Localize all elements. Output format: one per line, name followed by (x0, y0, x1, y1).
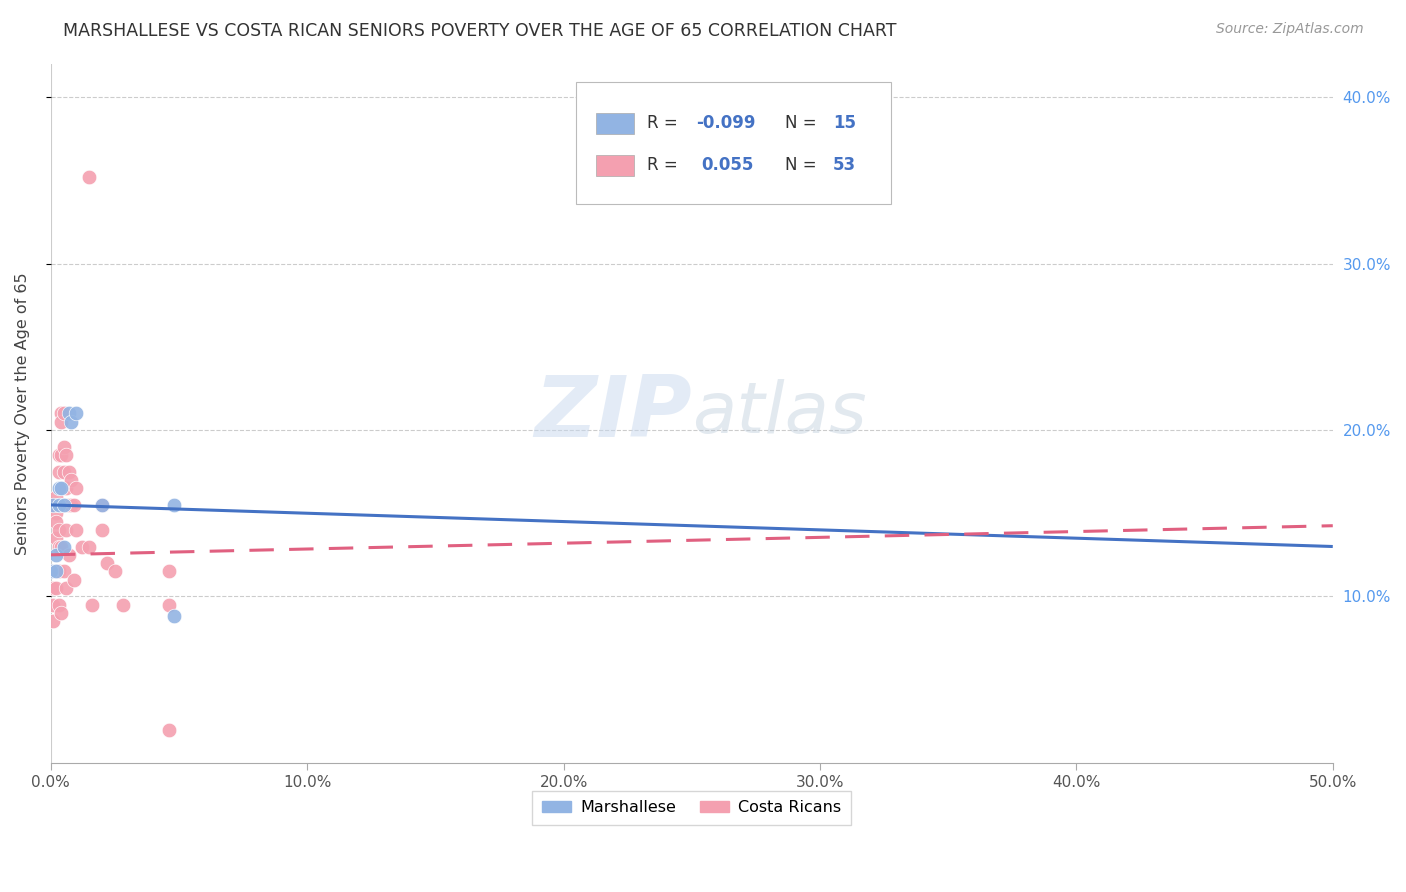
Point (48, 498, 70, 512)
Point (55, 448, 77, 462)
Point (42, 598, 65, 612)
Point (157, 723, 180, 737)
Point (91, 498, 114, 512)
Point (49, 415, 72, 429)
FancyBboxPatch shape (576, 81, 890, 203)
Text: R =: R = (647, 114, 683, 132)
Point (48, 523, 70, 537)
Point (163, 498, 186, 512)
Point (52, 498, 75, 512)
Point (60, 473, 83, 487)
Point (48, 540, 70, 554)
Point (58, 465, 80, 479)
Point (91, 523, 114, 537)
Point (91, 498, 114, 512)
Point (45, 548, 67, 562)
Point (52, 406, 75, 420)
Point (45, 565, 67, 579)
Text: 15: 15 (832, 114, 856, 132)
Text: R =: R = (647, 156, 683, 174)
Point (48, 598, 70, 612)
Point (48, 565, 70, 579)
Point (45, 490, 67, 504)
Point (42, 615, 65, 629)
Point (60, 415, 83, 429)
Point (45, 531, 67, 545)
Point (49, 448, 72, 462)
Point (52, 465, 75, 479)
Point (42, 498, 65, 512)
Point (80, 598, 103, 612)
Point (45, 515, 67, 529)
Point (65, 523, 87, 537)
Point (79, 540, 101, 554)
Text: MARSHALLESE VS COSTA RICAN SENIORS POVERTY OVER THE AGE OF 65 CORRELATION CHART: MARSHALLESE VS COSTA RICAN SENIORS POVER… (63, 22, 897, 40)
FancyBboxPatch shape (596, 155, 634, 176)
Point (52, 540, 75, 554)
Point (55, 581, 77, 595)
Text: 0.055: 0.055 (700, 156, 754, 174)
Point (48, 498, 70, 512)
Point (45, 565, 67, 579)
Point (49, 498, 72, 512)
Point (111, 598, 134, 612)
Point (55, 498, 77, 512)
Point (42, 565, 65, 579)
Text: N =: N = (786, 156, 823, 174)
Text: ZIP: ZIP (534, 372, 692, 455)
Point (65, 481, 87, 495)
Text: atlas: atlas (692, 379, 866, 448)
Point (45, 581, 67, 595)
Point (60, 498, 83, 512)
Text: Source: ZipAtlas.com: Source: ZipAtlas.com (1216, 22, 1364, 37)
Point (157, 598, 180, 612)
Point (63, 498, 86, 512)
Point (96, 556, 118, 570)
Point (58, 498, 80, 512)
Point (58, 548, 80, 562)
Point (52, 440, 75, 454)
Point (48, 448, 70, 462)
Point (39, 565, 62, 579)
Point (48, 481, 70, 495)
Point (42, 581, 65, 595)
Point (55, 481, 77, 495)
Y-axis label: Seniors Poverty Over the Age of 65: Seniors Poverty Over the Age of 65 (15, 272, 30, 555)
Point (79, 170, 101, 185)
Text: N =: N = (786, 114, 823, 132)
Point (52, 498, 75, 512)
Legend: Marshallese, Costa Ricans: Marshallese, Costa Ricans (533, 790, 851, 825)
Point (163, 609, 186, 624)
Point (48, 465, 70, 479)
Point (49, 406, 72, 420)
Point (58, 406, 80, 420)
Point (104, 565, 127, 579)
Point (49, 540, 72, 554)
Point (65, 406, 87, 420)
Point (49, 606, 72, 620)
Point (52, 565, 75, 579)
Text: -0.099: -0.099 (696, 114, 755, 132)
Point (63, 573, 86, 587)
Point (49, 481, 72, 495)
Point (45, 506, 67, 520)
FancyBboxPatch shape (596, 113, 634, 134)
Point (55, 523, 77, 537)
Point (157, 565, 180, 579)
Text: 53: 53 (832, 156, 856, 174)
Point (70, 540, 93, 554)
